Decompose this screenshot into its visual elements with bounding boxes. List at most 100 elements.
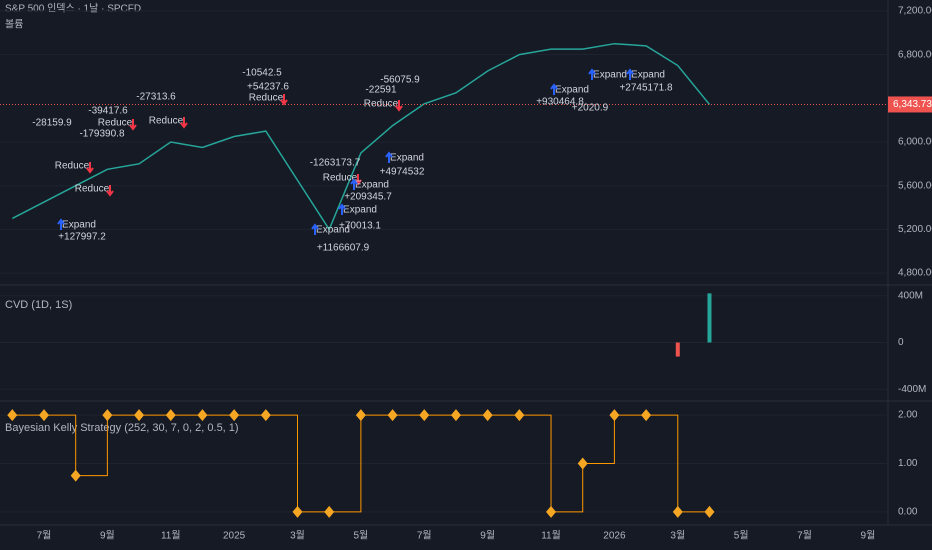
volume-label: 볼륨 (5, 19, 23, 31)
kelly-marker (577, 457, 588, 470)
x-tick-label: 9월 (480, 530, 495, 542)
cvd-bar (675, 342, 680, 357)
kelly-marker (70, 469, 81, 482)
x-tick-label: 5월 (734, 530, 749, 542)
kelly-marker (260, 409, 271, 422)
y-tick-label: 4,800.00 (898, 268, 932, 279)
kelly-marker (672, 505, 683, 518)
kelly-marker (482, 409, 493, 422)
signal-annotation: +2020.9 (572, 103, 609, 114)
signal-annotation: +4974532 (380, 167, 425, 178)
kelly-marker (102, 409, 113, 422)
reduce-arrow (395, 100, 403, 112)
y-tick-label: -400M (898, 384, 926, 395)
signal-annotation: +54237.6 (247, 82, 289, 93)
expand-arrow (311, 223, 319, 235)
y-tick-label: 0.00 (898, 507, 918, 518)
kelly-marker (38, 409, 49, 422)
signal-annotation: Expand (631, 70, 665, 81)
signal-annotation: +70013.1 (339, 221, 381, 232)
signal-annotation: -56075.9 (380, 75, 420, 86)
expand-arrow (626, 68, 634, 80)
x-tick-label: 11월 (541, 530, 561, 542)
x-tick-label: 7월 (417, 530, 432, 542)
kelly-marker (546, 505, 557, 518)
expand-arrow (338, 203, 346, 215)
kelly-marker (324, 505, 335, 518)
kelly-marker (387, 409, 398, 422)
y-tick-label: 2.00 (898, 410, 918, 421)
kelly-marker (134, 409, 145, 422)
y-tick-label: 1.00 (898, 458, 918, 469)
y-tick-label: 5,200.00 (898, 224, 932, 235)
signal-annotation: +930464.8 (536, 97, 584, 108)
signal-annotation: -27313.6 (136, 92, 176, 103)
kelly-marker (609, 409, 620, 422)
reduce-arrow (106, 185, 114, 197)
expand-arrow (385, 151, 393, 163)
reduce-arrow (180, 117, 188, 129)
kelly-marker (514, 409, 525, 422)
kelly-marker (450, 409, 461, 422)
signal-annotation: +2745171.8 (619, 83, 673, 94)
price-line (11, 42, 711, 231)
signal-annotation: -179390.8 (79, 129, 124, 140)
signal-annotation: Reduce (75, 184, 110, 195)
reduce-arrow (280, 94, 288, 106)
kelly-marker (197, 409, 208, 422)
x-tick-label: 7월 (37, 530, 52, 542)
signal-annotation: Expand (62, 220, 96, 231)
x-tick-label: 11월 (161, 530, 181, 542)
cvd-bar (707, 293, 712, 343)
kelly-marker (165, 409, 176, 422)
x-tick-label: 3월 (670, 530, 685, 542)
last-price-tag (888, 96, 932, 113)
last-price-label: 6,343.73 (893, 99, 932, 110)
kelly-title: Bayesian Kelly Strategy (252, 30, 7, 0, … (5, 422, 239, 434)
chart-title: S&P 500 인덱스 · 1날 · SPCFD (5, 3, 141, 15)
signal-annotation: Reduce (364, 99, 399, 110)
signal-annotation: +1166607.9 (317, 243, 370, 254)
signal-annotation: +209345.7 (344, 192, 392, 203)
kelly-marker (641, 409, 652, 422)
signal-annotation: Reduce (149, 116, 184, 127)
x-tick-label: 2026 (603, 531, 626, 542)
signal-annotation: -39417.6 (88, 106, 128, 117)
cvd-title: CVD (1D, 1S) (5, 299, 72, 311)
expand-arrow (550, 83, 558, 95)
signal-annotation: Expand (390, 153, 424, 164)
kelly-marker (229, 409, 240, 422)
signal-annotation: Reduce (98, 118, 133, 129)
signal-annotation: Expand (555, 85, 589, 96)
signal-annotation: -10542.5 (242, 68, 282, 79)
reduce-arrow (129, 119, 137, 131)
x-tick-label: 9월 (100, 530, 115, 542)
kelly-marker (419, 409, 430, 422)
x-tick-label: 3월 (290, 530, 305, 542)
signal-annotation: -1263173.7 (310, 158, 361, 169)
x-tick-label: 9월 (861, 530, 876, 542)
reduce-arrow (86, 162, 94, 174)
signal-annotation: +127997.2 (58, 232, 106, 243)
y-tick-label: 7,200.00 (898, 6, 932, 17)
kelly-marker (292, 505, 303, 518)
signal-annotation: Reduce (55, 161, 90, 172)
signal-annotation: -22591 (365, 85, 397, 96)
y-tick-label: 6,000.00 (898, 137, 932, 148)
expand-arrow (588, 68, 596, 80)
expand-arrow (350, 178, 358, 190)
y-tick-label: 5,600.00 (898, 180, 932, 191)
signal-annotation: Expand (593, 70, 627, 81)
x-tick-label: 2025 (223, 531, 246, 542)
y-tick-label: 400M (898, 290, 923, 301)
expand-arrow (57, 218, 65, 230)
signal-annotation: Expand (355, 180, 389, 191)
kelly-marker (704, 505, 715, 518)
kelly-marker (355, 409, 366, 422)
signal-annotation: Reduce (323, 173, 358, 184)
x-tick-label: 5월 (354, 530, 369, 542)
signal-annotation: -28159.9 (32, 118, 72, 129)
kelly-marker (7, 409, 18, 422)
signal-annotation: Reduce (249, 93, 284, 104)
